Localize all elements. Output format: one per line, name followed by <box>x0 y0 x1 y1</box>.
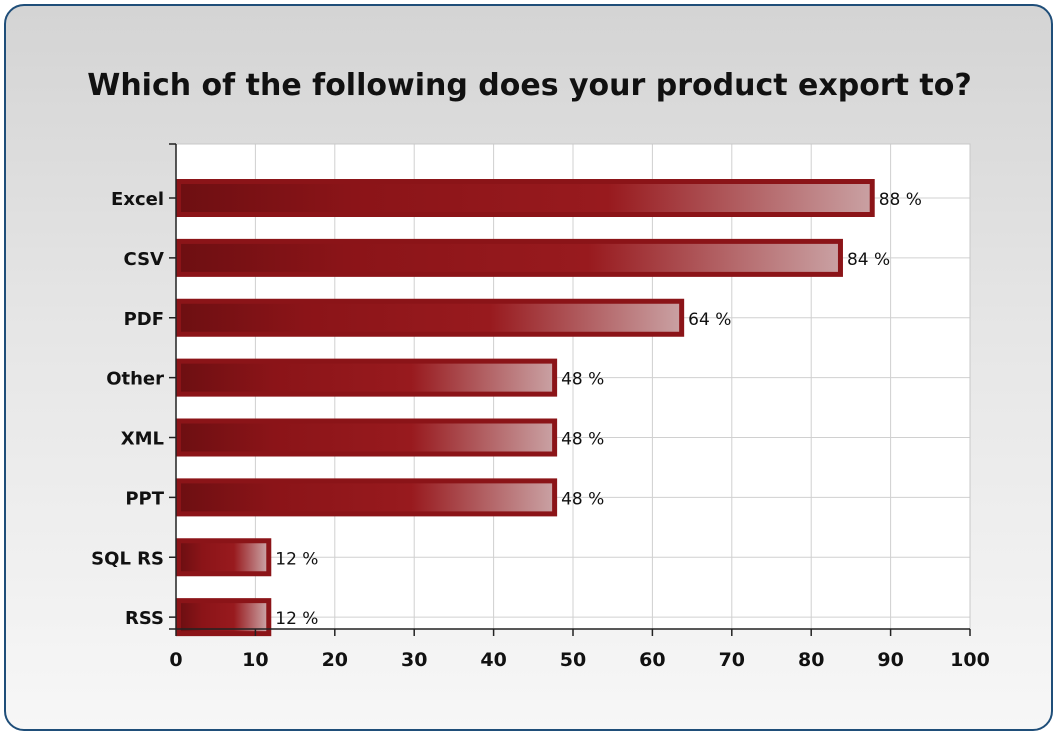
bar <box>181 603 267 632</box>
bar-value-label: 88 % <box>879 190 922 210</box>
x-tick-label: 100 <box>950 649 990 671</box>
bar-value-label: 12 % <box>275 549 318 569</box>
x-tick-label: 10 <box>242 649 268 671</box>
category-label: XML <box>121 429 164 450</box>
category-label: Other <box>106 369 164 390</box>
bar-value-label: 48 % <box>561 370 604 390</box>
bars: 88 % 84 % 64 % 48 % 48 % 48 % 12 % 12 % <box>176 179 922 637</box>
bar <box>181 423 553 452</box>
bar <box>181 184 870 212</box>
x-tick-label: 50 <box>560 649 586 671</box>
bar-value-label: 84 % <box>847 250 890 270</box>
x-tick-label: 80 <box>798 649 824 671</box>
bar <box>181 483 553 512</box>
x-tick-label: 60 <box>639 649 665 671</box>
category-label: RSS <box>125 608 164 629</box>
bar <box>181 303 680 332</box>
bar-value-label: 12 % <box>275 609 318 629</box>
bar <box>181 543 267 572</box>
category-label: Excel <box>111 189 164 210</box>
x-tick-label: 20 <box>322 649 348 671</box>
category-label: SQL RS <box>91 548 164 569</box>
bar-value-label: 48 % <box>561 489 604 509</box>
x-tick-label: 0 <box>169 649 182 671</box>
bar-value-label: 48 % <box>561 430 604 450</box>
x-tick-label: 90 <box>877 649 903 671</box>
x-tick-label: 70 <box>719 649 745 671</box>
category-label: PDF <box>124 309 164 330</box>
bar <box>181 243 838 272</box>
category-label: PPT <box>125 488 164 509</box>
chart-title: Which of the following does your product… <box>87 68 972 103</box>
bar <box>181 363 553 392</box>
bar-value-label: 64 % <box>688 310 731 330</box>
category-label: CSV <box>124 249 165 270</box>
x-tick-label: 30 <box>401 649 427 671</box>
x-tick-label: 40 <box>480 649 506 671</box>
